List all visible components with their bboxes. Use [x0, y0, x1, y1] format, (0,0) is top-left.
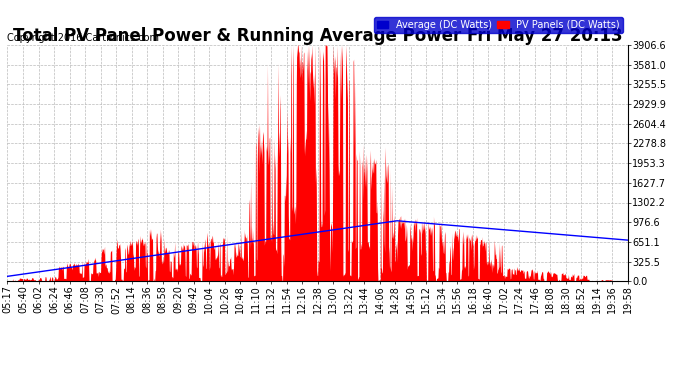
Text: Copyright 2016 Cartronics.com: Copyright 2016 Cartronics.com: [7, 33, 159, 43]
Title: Total PV Panel Power & Running Average Power Fri May 27 20:13: Total PV Panel Power & Running Average P…: [12, 27, 622, 45]
Legend: Average (DC Watts), PV Panels (DC Watts): Average (DC Watts), PV Panels (DC Watts): [374, 17, 623, 33]
